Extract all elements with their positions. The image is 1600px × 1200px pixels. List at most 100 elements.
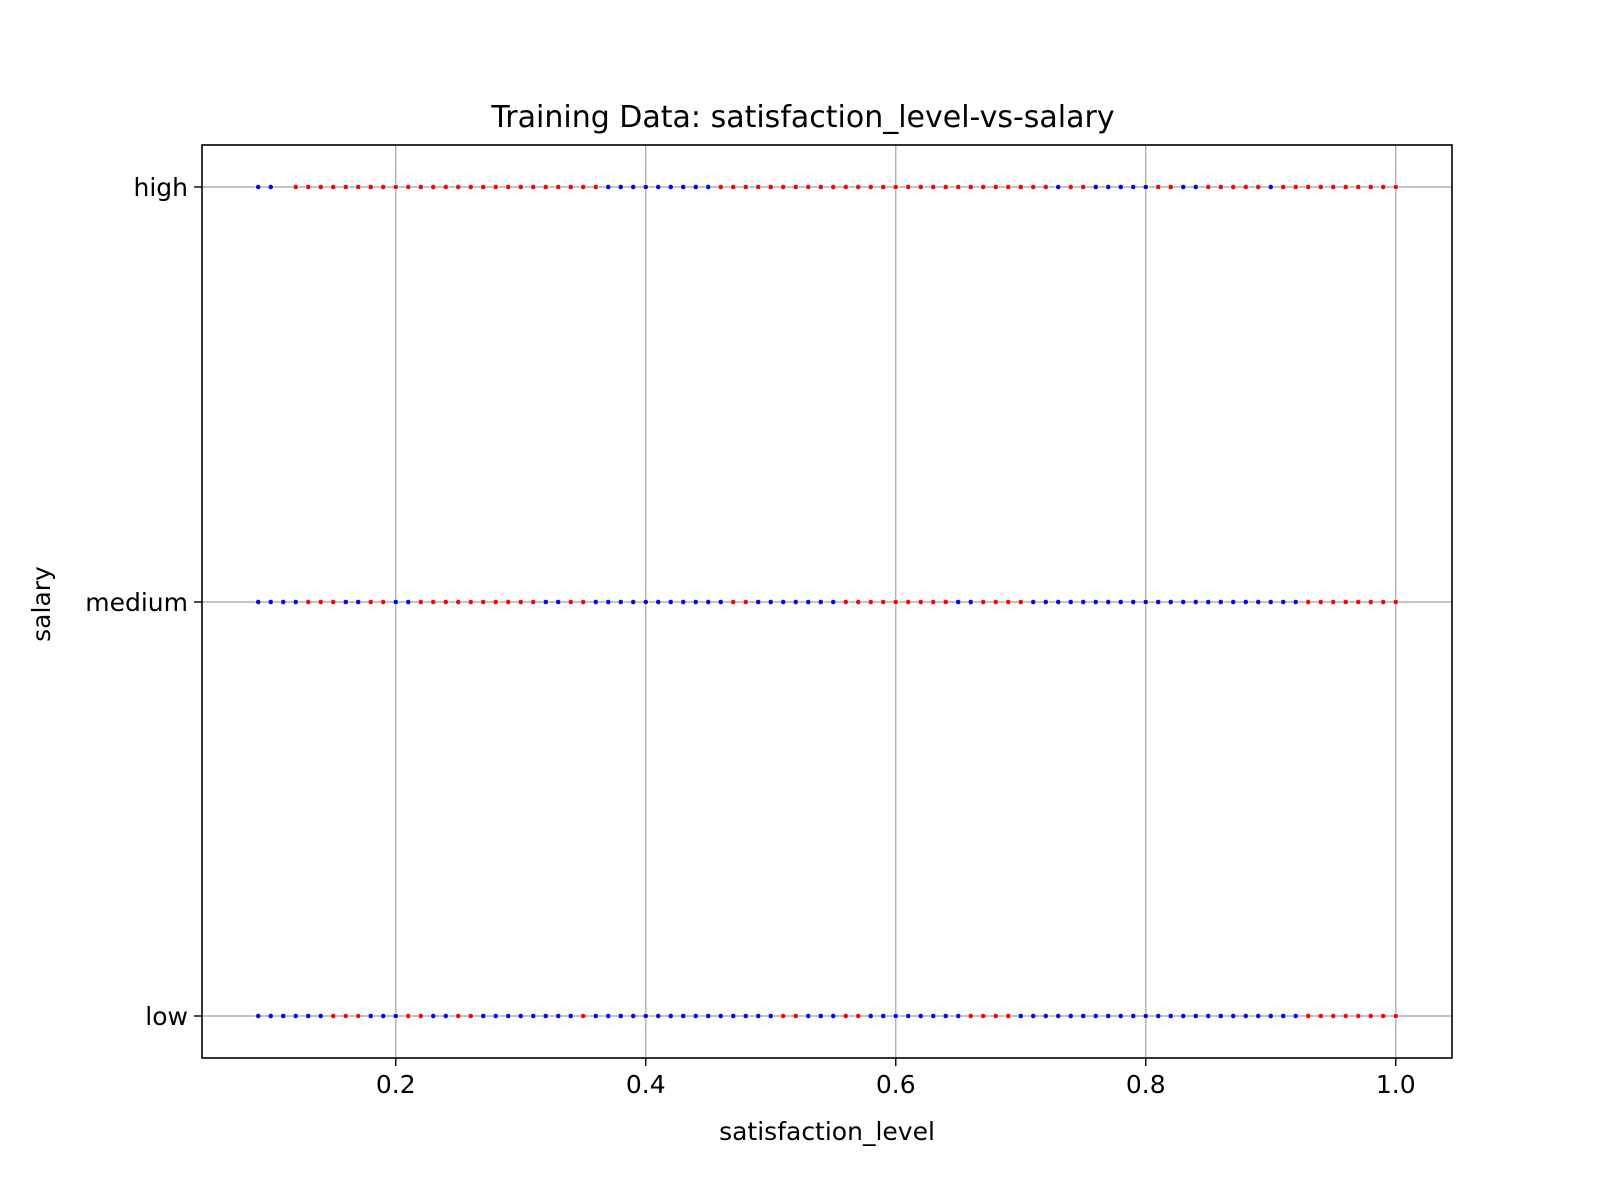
data-point-high	[667, 184, 674, 190]
data-point-high	[642, 184, 649, 190]
data-point-low	[1280, 1013, 1287, 1019]
data-point-low	[1067, 1013, 1074, 1019]
data-point-low	[855, 1013, 862, 1019]
data-point-high	[580, 184, 587, 190]
data-point-low	[742, 1013, 749, 1019]
data-point-medium	[717, 599, 724, 605]
data-point-medium	[642, 599, 649, 605]
data-point-medium	[955, 599, 962, 605]
data-point-medium	[530, 599, 537, 605]
data-point-low	[292, 1013, 299, 1019]
data-point-high	[742, 184, 749, 190]
data-point-medium	[842, 599, 849, 605]
data-point-medium	[1142, 599, 1149, 605]
data-point-high	[1105, 184, 1112, 190]
data-point-low	[830, 1013, 837, 1019]
data-point-medium	[767, 599, 774, 605]
data-point-low	[1142, 1013, 1149, 1019]
data-point-low	[1105, 1013, 1112, 1019]
data-point-high	[867, 184, 874, 190]
data-point-high	[592, 184, 599, 190]
data-point-low	[1392, 1013, 1399, 1019]
data-point-low	[1230, 1013, 1237, 1019]
x-axis-label: satisfaction_level	[719, 1117, 935, 1146]
data-point-medium	[1080, 599, 1087, 605]
data-point-high	[1317, 184, 1324, 190]
data-point-low	[655, 1013, 662, 1019]
data-point-high	[1217, 184, 1224, 190]
data-point-high	[730, 184, 737, 190]
data-point-high	[555, 184, 562, 190]
data-point-low	[1017, 1013, 1024, 1019]
data-point-high	[617, 184, 624, 190]
data-point-high	[1280, 184, 1287, 190]
data-point-high	[417, 184, 424, 190]
x-tick-label: 0.4	[626, 1070, 666, 1099]
data-point-low	[555, 1013, 562, 1019]
data-point-medium	[1392, 599, 1399, 605]
data-point-high	[1305, 184, 1312, 190]
data-point-low	[930, 1013, 937, 1019]
data-point-medium	[542, 599, 549, 605]
data-point-medium	[930, 599, 937, 605]
data-point-low	[530, 1013, 537, 1019]
data-point-high	[830, 184, 837, 190]
data-point-high	[342, 184, 349, 190]
data-point-low	[480, 1013, 487, 1019]
data-point-high	[1067, 184, 1074, 190]
data-point-medium	[892, 599, 899, 605]
data-point-medium	[355, 599, 362, 605]
data-point-medium	[1342, 599, 1349, 605]
data-point-medium	[1092, 599, 1099, 605]
data-point-medium	[792, 599, 799, 605]
data-point-medium	[342, 599, 349, 605]
data-point-low	[1192, 1013, 1199, 1019]
data-point-low	[1042, 1013, 1049, 1019]
data-point-high	[992, 184, 999, 190]
data-point-high	[655, 184, 662, 190]
data-point-medium	[392, 599, 399, 605]
data-point-medium	[317, 599, 324, 605]
data-point-high	[1092, 184, 1099, 190]
data-point-low	[680, 1013, 687, 1019]
data-point-low	[1080, 1013, 1087, 1019]
data-point-medium	[867, 599, 874, 605]
data-point-high	[1005, 184, 1012, 190]
data-point-low	[942, 1013, 949, 1019]
data-point-high	[1230, 184, 1237, 190]
data-point-low	[492, 1013, 499, 1019]
data-point-high	[1017, 184, 1024, 190]
data-point-high	[305, 184, 312, 190]
data-point-low	[592, 1013, 599, 1019]
x-tick-label: 1.0	[1376, 1070, 1416, 1099]
data-point-medium	[1005, 599, 1012, 605]
data-point-medium	[1230, 599, 1237, 605]
data-point-medium	[880, 599, 887, 605]
data-point-medium	[742, 599, 749, 605]
data-point-medium	[1267, 599, 1274, 605]
data-point-medium	[630, 599, 637, 605]
data-point-high	[1055, 184, 1062, 190]
data-point-high	[805, 184, 812, 190]
data-point-high	[1180, 184, 1187, 190]
data-point-medium	[830, 599, 837, 605]
data-point-high	[1342, 184, 1349, 190]
data-point-low	[580, 1013, 587, 1019]
data-point-low	[280, 1013, 287, 1019]
data-point-low	[1367, 1013, 1374, 1019]
data-point-high	[442, 184, 449, 190]
data-point-high	[1330, 184, 1337, 190]
data-point-high	[380, 184, 387, 190]
data-point-low	[355, 1013, 362, 1019]
data-point-medium	[517, 599, 524, 605]
data-point-high	[480, 184, 487, 190]
data-point-high	[817, 184, 824, 190]
data-point-high	[1292, 184, 1299, 190]
data-point-high	[542, 184, 549, 190]
data-point-low	[1030, 1013, 1037, 1019]
data-point-high	[692, 184, 699, 190]
data-point-low	[980, 1013, 987, 1019]
data-point-medium	[455, 599, 462, 605]
data-point-medium	[380, 599, 387, 605]
